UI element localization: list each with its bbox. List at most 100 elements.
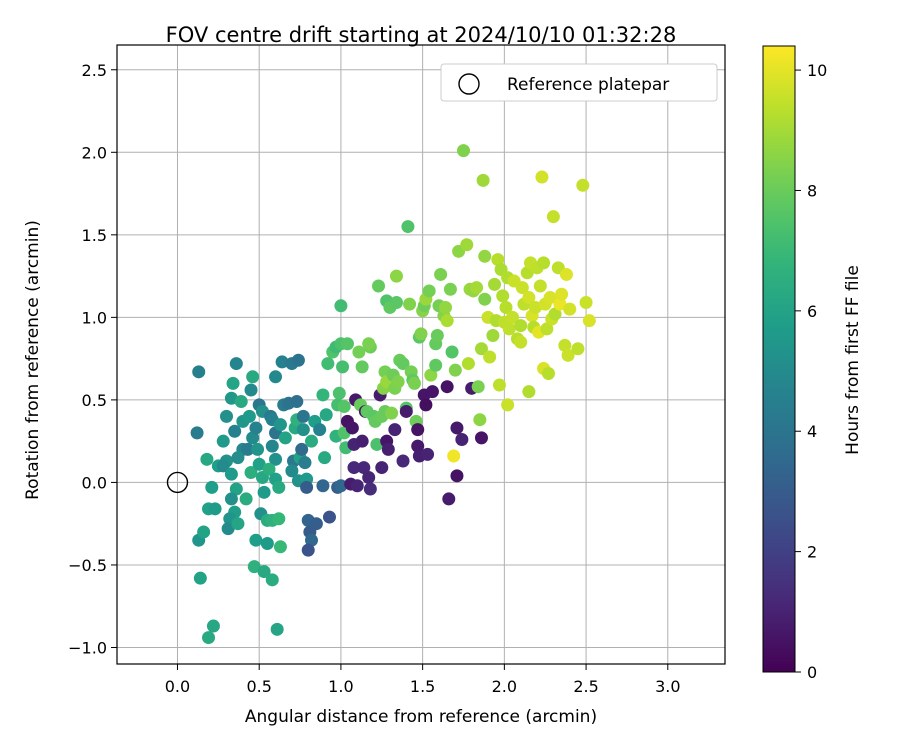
data-point	[269, 452, 283, 466]
colorbar-ticks: 0 2 4 6 8 10	[795, 61, 827, 682]
data-points	[166, 144, 596, 645]
data-point	[476, 173, 490, 187]
data-point	[559, 267, 573, 281]
data-point	[216, 459, 230, 473]
data-point	[430, 329, 444, 343]
colorbar-label: Hours from first FF file	[843, 265, 863, 455]
x-tick-label: 1.5	[410, 677, 435, 696]
data-point	[473, 413, 487, 427]
data-point	[350, 479, 364, 493]
data-point	[399, 404, 413, 418]
data-point	[528, 300, 542, 314]
data-point	[229, 482, 243, 496]
data-point	[502, 322, 516, 336]
data-point	[434, 267, 448, 281]
x-tick-label: 2.5	[573, 677, 598, 696]
data-point	[561, 348, 575, 362]
data-point	[515, 281, 529, 295]
data-point	[190, 426, 204, 440]
data-point	[370, 437, 384, 451]
data-point	[357, 461, 371, 475]
data-point	[321, 357, 335, 371]
data-point	[429, 358, 443, 372]
data-point	[296, 423, 310, 437]
data-point	[231, 451, 245, 465]
data-point	[269, 370, 283, 384]
data-point	[443, 282, 457, 296]
colorbar-tick-label: 6	[807, 302, 817, 321]
data-point	[216, 434, 230, 448]
data-point	[192, 365, 206, 379]
data-point	[388, 423, 402, 437]
data-point	[197, 525, 211, 539]
data-point	[272, 480, 286, 494]
data-point	[304, 434, 318, 448]
y-tick-label: −0.5	[68, 556, 107, 575]
data-point	[558, 338, 572, 352]
data-point	[501, 398, 515, 412]
data-point	[252, 457, 266, 471]
data-point	[234, 395, 248, 409]
data-point	[265, 573, 279, 587]
data-point	[249, 533, 263, 547]
data-point	[332, 386, 346, 400]
data-point	[309, 517, 323, 531]
data-point	[401, 220, 415, 234]
data-point	[265, 439, 279, 453]
data-point	[389, 296, 403, 310]
data-point	[352, 345, 366, 359]
data-point	[304, 533, 318, 547]
data-point	[316, 479, 330, 493]
data-point	[486, 329, 500, 343]
data-point	[318, 451, 332, 465]
legend-reference-label: Reference platepar	[507, 75, 669, 95]
data-point	[290, 395, 304, 409]
data-point	[291, 353, 305, 367]
data-point	[491, 253, 505, 267]
y-tick-label: 2.5	[82, 61, 107, 80]
data-point	[193, 571, 207, 585]
data-point	[555, 287, 569, 301]
data-point	[247, 560, 261, 574]
data-point	[456, 144, 470, 158]
data-point	[506, 310, 520, 324]
data-point	[275, 355, 289, 369]
data-point	[396, 454, 410, 468]
data-point	[439, 300, 453, 314]
legend-box	[440, 63, 718, 102]
data-point	[488, 277, 502, 291]
data-point	[202, 631, 216, 645]
data-point	[478, 292, 492, 306]
data-point	[334, 299, 348, 313]
data-point	[553, 297, 567, 311]
data-point	[319, 408, 333, 422]
data-point	[239, 492, 253, 506]
data-point	[301, 543, 315, 557]
data-point	[425, 385, 439, 399]
y-tick-label: −1.0	[68, 638, 107, 657]
colorbar-tick-label: 8	[807, 181, 817, 200]
data-point	[407, 376, 421, 390]
data-point	[313, 423, 327, 437]
data-point	[347, 461, 361, 475]
x-tick-label: 3.0	[655, 677, 680, 696]
data-point	[244, 466, 258, 480]
colorbar-tick-label: 10	[807, 61, 827, 80]
data-point	[450, 421, 464, 435]
data-point	[224, 391, 238, 405]
data-point	[445, 345, 459, 359]
colorbar-tick-label: 2	[807, 543, 817, 562]
x-tick-label: 1.0	[328, 677, 353, 696]
data-point	[334, 479, 348, 493]
data-point	[478, 249, 492, 263]
data-point	[362, 337, 376, 351]
data-point	[474, 342, 488, 356]
y-tick-label: 0.0	[82, 473, 107, 492]
data-point	[372, 279, 386, 293]
data-point	[576, 178, 590, 192]
y-tick-label: 0.5	[82, 391, 107, 410]
data-point	[224, 492, 238, 506]
data-point	[579, 296, 593, 310]
data-point	[260, 537, 274, 551]
